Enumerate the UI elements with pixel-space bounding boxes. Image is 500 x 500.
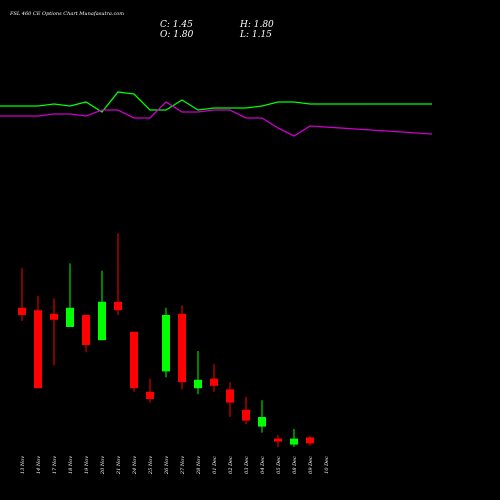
candle-body	[226, 389, 234, 403]
close-value: C: 1.45	[160, 20, 193, 30]
x-tick-label: 28 Nov	[196, 456, 202, 475]
upper-indicator-line	[0, 91, 432, 113]
candle-body	[258, 417, 266, 427]
x-tick-label: 05 Dec	[276, 456, 282, 474]
x-tick-label: 20 Nov	[100, 456, 106, 475]
candle-body	[194, 379, 202, 389]
x-tick-label: 21 Nov	[116, 456, 122, 475]
candle-body	[34, 310, 42, 389]
high-value: H: 1.80	[239, 20, 274, 30]
candle-body	[130, 331, 138, 389]
x-tick-label: 02 Dec	[228, 456, 234, 474]
candles	[18, 233, 314, 447]
candle-body	[306, 437, 314, 444]
candle-body	[162, 315, 170, 372]
x-tick-label: 01 Dec	[212, 456, 218, 474]
chart-title: FSL 460 CE Options Chart Munafasutra.com	[9, 11, 124, 17]
x-tick-label: 27 Nov	[180, 456, 186, 475]
x-tick-label: 10 Dec	[324, 456, 330, 474]
candle-body	[146, 391, 154, 399]
x-axis-ticks: 13 Nov 14 Nov 17 Nov 18 Nov 19 Nov 20 Nov 21 N…	[20, 456, 330, 475]
candle-body	[274, 438, 282, 442]
x-tick-label: 25 Nov	[148, 456, 154, 475]
candle-body	[290, 438, 298, 445]
x-tick-label: 08 Dec	[292, 456, 298, 474]
x-tick-label: 24 Nov	[132, 456, 138, 475]
x-tick-label: 18 Nov	[68, 456, 74, 474]
low-value: L: 1.15	[239, 30, 272, 40]
lower-indicator-line	[0, 101, 433, 137]
candle-body	[210, 378, 218, 386]
candle-body	[82, 315, 90, 345]
x-tick-label: 14 Nov	[36, 456, 42, 474]
x-tick-label: 19 Nov	[84, 456, 90, 474]
candle-body	[178, 313, 186, 383]
candle-body	[98, 301, 106, 341]
open-value: O: 1.80	[160, 30, 194, 40]
candle-body	[242, 409, 250, 421]
x-tick-label: 26 Nov	[164, 456, 170, 475]
x-tick-label: 17 Nov	[52, 456, 58, 474]
candle-body	[18, 307, 26, 315]
x-tick-label: 09 Dec	[308, 456, 314, 474]
x-tick-label: 13 Nov	[20, 456, 26, 474]
x-tick-label: 04 Dec	[260, 456, 266, 474]
candle-body	[50, 313, 58, 320]
candle-body	[66, 307, 74, 327]
candle-body	[114, 301, 122, 311]
x-tick-label: 03 Dec	[244, 456, 250, 474]
